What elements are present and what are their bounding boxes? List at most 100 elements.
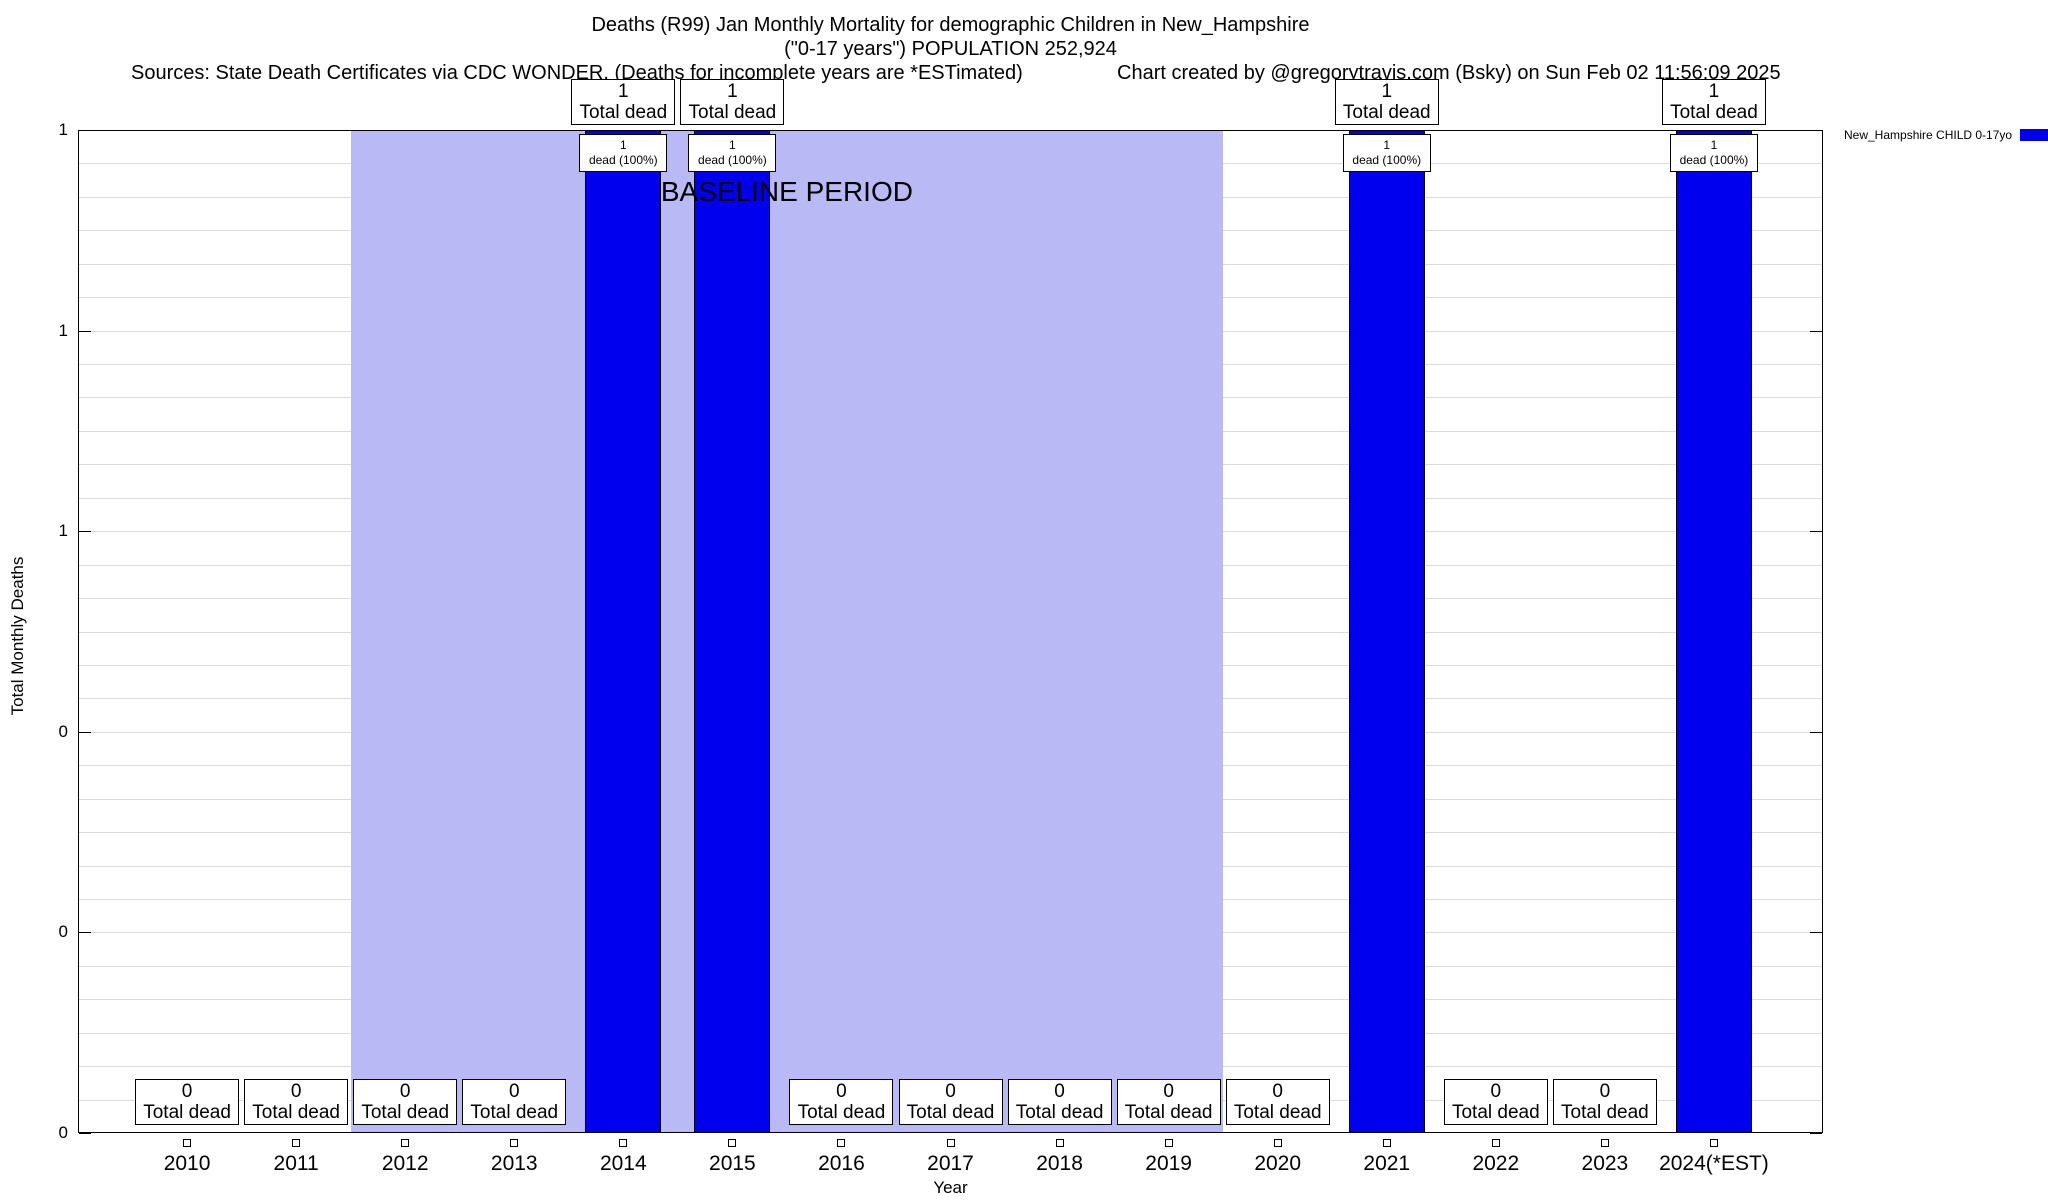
year-label-2015: 2015 xyxy=(709,1152,756,1175)
total-dead-box-2010-caption: Total dead xyxy=(143,1102,231,1123)
zero-marker-2012 xyxy=(401,1139,410,1147)
dead-pct-box-2015-caption: dead (100%) xyxy=(698,153,767,167)
total-dead-box-2015: 1 Total dead xyxy=(680,79,785,125)
y-tick xyxy=(79,330,91,332)
total-dead-box-2017-value: 0 xyxy=(945,1081,956,1102)
total-dead-box-2015-caption: Total dead xyxy=(688,102,777,123)
total-dead-box-2016: 0 Total dead xyxy=(789,1079,894,1125)
bar-2015 xyxy=(694,130,771,1133)
bar-2024(*EST) xyxy=(1675,130,1752,1133)
year-label-2024(*EST): 2024(*EST) xyxy=(1659,1152,1769,1175)
total-dead-box-2024(*EST)-caption: Total dead xyxy=(1670,102,1758,123)
total-dead-box-2024(*EST): 1 Total dead xyxy=(1661,79,1766,125)
y-tick xyxy=(79,731,91,733)
dead-pct-box-2021: 1 dead (100%) xyxy=(1342,134,1431,172)
total-dead-box-2013-caption: Total dead xyxy=(470,1102,559,1123)
y-tick-label: 0 xyxy=(58,922,68,942)
year-label-2022: 2022 xyxy=(1472,1152,1520,1175)
sources-note: Sources: State Death Certificates via CD… xyxy=(131,62,1023,84)
y-tick xyxy=(1810,531,1822,533)
total-dead-box-2021-caption: Total dead xyxy=(1342,102,1431,123)
zero-marker-2022 xyxy=(1491,1139,1500,1147)
y-tick xyxy=(1810,731,1822,733)
total-dead-box-2022-caption: Total dead xyxy=(1451,1102,1540,1123)
zero-marker-2021 xyxy=(1382,1139,1391,1147)
chart-title: Deaths (R99) Jan Monthly Mortality for d… xyxy=(591,14,1310,36)
y-tick-label: 1 xyxy=(58,120,68,139)
total-dead-box-2016-value: 0 xyxy=(836,1081,847,1102)
y-tick-label: 1 xyxy=(58,320,68,340)
total-dead-box-2012-caption: Total dead xyxy=(361,1102,450,1123)
zero-marker-2013 xyxy=(510,1139,519,1147)
y-tick xyxy=(1810,130,1822,131)
total-dead-box-2012: 0 Total dead xyxy=(353,1079,458,1125)
year-label-2014: 2014 xyxy=(599,1152,647,1175)
zero-marker-2015 xyxy=(728,1139,737,1147)
total-dead-box-2019-value: 0 xyxy=(1163,1081,1174,1102)
total-dead-box-2012-value: 0 xyxy=(399,1081,411,1102)
year-label-2020: 2020 xyxy=(1254,1152,1302,1175)
total-dead-box-2023-caption: Total dead xyxy=(1561,1102,1649,1123)
total-dead-box-2015-value: 1 xyxy=(727,81,738,102)
total-dead-box-2011-value: 0 xyxy=(290,1081,302,1102)
year-label-2023: 2023 xyxy=(1581,1152,1629,1175)
zero-marker-2020 xyxy=(1273,1139,1282,1147)
y-tick xyxy=(79,932,91,934)
total-dead-box-2010-value: 0 xyxy=(181,1081,193,1102)
bar-2021 xyxy=(1348,130,1425,1133)
total-dead-box-2022-value: 0 xyxy=(1490,1081,1502,1102)
total-dead-box-2011-caption: Total dead xyxy=(252,1102,340,1123)
dead-pct-box-2021-caption: dead (100%) xyxy=(1352,153,1422,167)
dead-pct-box-2014: 1 dead (100%) xyxy=(579,134,668,172)
zero-marker-2011 xyxy=(292,1139,301,1147)
zero-marker-2010 xyxy=(183,1139,192,1147)
total-dead-box-2020: 0 Total dead xyxy=(1225,1079,1330,1125)
dead-pct-box-2014-value: 1 xyxy=(619,138,627,152)
total-dead-box-2018: 0 Total dead xyxy=(1007,1079,1112,1125)
total-dead-box-2019-caption: Total dead xyxy=(1124,1102,1213,1123)
year-label-2011: 2011 xyxy=(273,1152,319,1175)
year-label-2021: 2021 xyxy=(1363,1152,1411,1175)
zero-marker-2016 xyxy=(837,1139,846,1147)
dead-pct-box-2021-value: 1 xyxy=(1383,138,1391,152)
total-dead-box-2011: 0 Total dead xyxy=(244,1079,349,1125)
y-tick xyxy=(79,531,91,533)
y-tick xyxy=(79,1133,91,1134)
chart-subtitle: ("0-17 years") POPULATION 252,924 xyxy=(784,38,1117,60)
total-dead-box-2018-caption: Total dead xyxy=(1015,1102,1104,1123)
total-dead-box-2021-value: 1 xyxy=(1381,81,1393,102)
y-tick-label: 0 xyxy=(58,1123,68,1142)
dead-pct-box-2014-caption: dead (100%) xyxy=(588,153,658,167)
total-dead-box-2013: 0 Total dead xyxy=(462,1079,567,1125)
credit-note: Chart created by @gregorytravis.com (Bsk… xyxy=(1117,62,1781,84)
year-label-2010: 2010 xyxy=(163,1152,211,1175)
zero-marker-2019 xyxy=(1164,1139,1173,1147)
y-tick-label: 0 xyxy=(58,721,68,741)
total-dead-box-2017-caption: Total dead xyxy=(906,1102,995,1123)
bar-2014 xyxy=(585,130,662,1133)
total-dead-box-2021: 1 Total dead xyxy=(1334,79,1439,125)
baseline-period-region xyxy=(350,131,1224,1132)
zero-marker-2018 xyxy=(1055,1139,1064,1147)
legend-swatch-icon xyxy=(2020,129,2048,141)
total-dead-box-2023: 0 Total dead xyxy=(1552,1079,1657,1125)
y-tick-label: 1 xyxy=(58,521,68,541)
total-dead-box-2022: 0 Total dead xyxy=(1443,1079,1548,1125)
total-dead-box-2017: 0 Total dead xyxy=(898,1079,1003,1125)
total-dead-box-2016-caption: Total dead xyxy=(797,1102,886,1123)
y-tick xyxy=(1810,330,1822,332)
dead-pct-box-2015: 1 dead (100%) xyxy=(688,134,777,172)
zero-marker-2024(*EST) xyxy=(1709,1139,1718,1147)
baseline-period-label: BASELINE PERIOD xyxy=(660,176,913,207)
total-dead-box-2018-value: 0 xyxy=(1054,1081,1065,1102)
dead-pct-box-2024(*EST)-caption: dead (100%) xyxy=(1679,153,1749,167)
total-dead-box-2014-caption: Total dead xyxy=(579,102,668,123)
y-axis-title: Total Monthly Deaths xyxy=(8,556,27,716)
legend-label: New_Hampshire CHILD 0-17yo xyxy=(1844,128,2013,142)
zero-marker-2014 xyxy=(619,1139,628,1147)
x-axis-title: Year xyxy=(933,1178,968,1197)
legend: New_Hampshire CHILD 0-17yo xyxy=(1844,128,2048,142)
y-tick xyxy=(1810,932,1822,934)
year-label-2016: 2016 xyxy=(818,1152,865,1175)
